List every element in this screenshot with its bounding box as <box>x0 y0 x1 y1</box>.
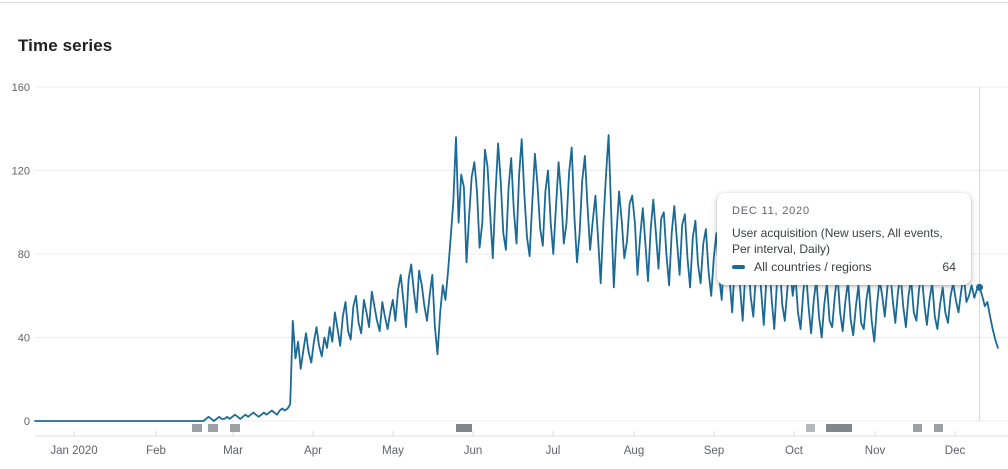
page-top-divider <box>0 2 1008 3</box>
annotation-marker[interactable] <box>230 424 240 432</box>
tooltip-row-value: 64 <box>942 260 956 274</box>
annotation-marker[interactable] <box>456 424 472 432</box>
y-axis-label: 160 <box>12 82 30 94</box>
hover-point-dot[interactable] <box>976 283 984 291</box>
y-axis-label: 80 <box>18 249 30 261</box>
x-axis-label: Oct <box>785 445 804 457</box>
tooltip-row-label: All countries / regions <box>754 260 872 274</box>
annotation-marker[interactable] <box>806 424 815 432</box>
annotation-marker[interactable] <box>192 424 202 432</box>
y-axis-label: 120 <box>12 166 30 178</box>
annotation-marker[interactable] <box>934 424 943 432</box>
x-axis-label: Jan 2020 <box>50 445 97 457</box>
tooltip-legend-row: All countries / regions 64 <box>732 260 956 274</box>
x-axis-label: Nov <box>865 445 886 457</box>
x-axis-label: Dec <box>945 445 966 457</box>
x-axis-label: May <box>382 445 404 457</box>
chart-tooltip: DEC 11, 2020 User acquisition (New users… <box>717 193 971 285</box>
y-axis-label: 0 <box>24 416 30 428</box>
x-axis-label: Feb <box>146 445 166 457</box>
y-axis-label: 40 <box>18 333 30 345</box>
annotation-marker[interactable] <box>913 424 922 432</box>
x-axis-label: Jul <box>546 445 561 457</box>
x-axis-label: Jun <box>464 445 483 457</box>
annotation-marker[interactable] <box>208 424 218 432</box>
tooltip-series-label: User acquisition (New users, All events,… <box>732 226 943 256</box>
x-axis-label: Sep <box>704 445 724 457</box>
series-legend-dash-icon <box>732 265 745 269</box>
x-axis-label: Apr <box>304 445 322 457</box>
chart-title: Time series <box>18 36 113 55</box>
x-axis-label: Mar <box>223 445 243 457</box>
x-axis-label: Aug <box>624 445 644 457</box>
annotation-marker[interactable] <box>826 424 852 432</box>
tooltip-date: DEC 11, 2020 <box>732 205 810 217</box>
